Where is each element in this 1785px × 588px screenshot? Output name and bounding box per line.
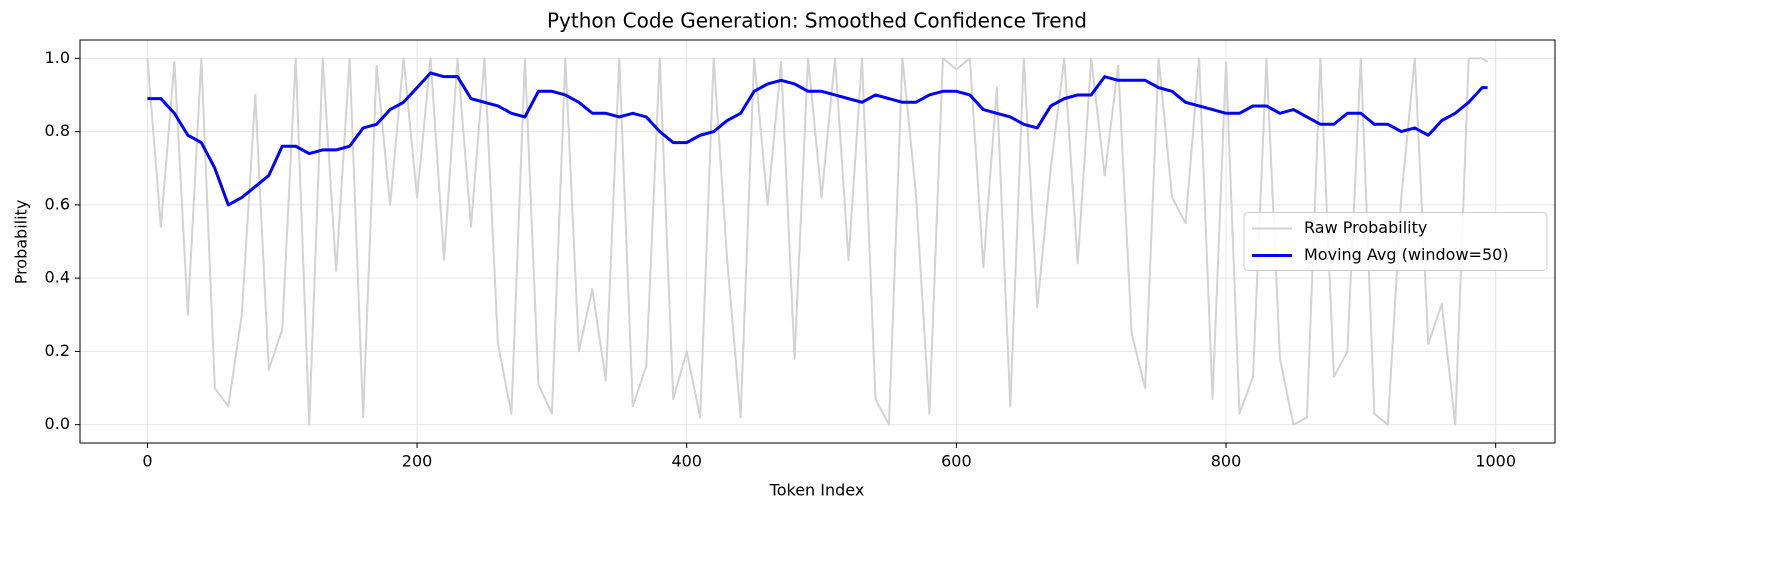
y-tick-label: 0.8 xyxy=(45,121,70,140)
x-tick-label: 400 xyxy=(671,452,702,471)
legend-label: Raw Probability xyxy=(1304,218,1427,237)
x-tick-label: 200 xyxy=(402,452,433,471)
x-tick-label: 600 xyxy=(941,452,972,471)
x-tick-label: 0 xyxy=(142,452,152,471)
y-tick-label: 0.2 xyxy=(45,341,70,360)
legend-label: Moving Avg (window=50) xyxy=(1304,245,1509,264)
data-line xyxy=(147,71,1488,207)
legend-box xyxy=(1243,212,1548,271)
x-axis-label: Token Index xyxy=(769,481,865,500)
y-tick-label: 1.0 xyxy=(45,48,70,67)
x-tick-label: 800 xyxy=(1211,452,1242,471)
y-tick-label: 0.4 xyxy=(45,268,70,287)
y-tick-label: 0.6 xyxy=(45,194,70,213)
data-line xyxy=(146,57,1489,426)
plot-frame xyxy=(79,39,1556,444)
x-tick-label: 1000 xyxy=(1475,452,1516,471)
y-tick-label: 0.0 xyxy=(45,414,70,433)
chart-title: Python Code Generation: Smoothed Confide… xyxy=(547,9,1087,33)
y-axis-label: Probability xyxy=(12,200,31,285)
